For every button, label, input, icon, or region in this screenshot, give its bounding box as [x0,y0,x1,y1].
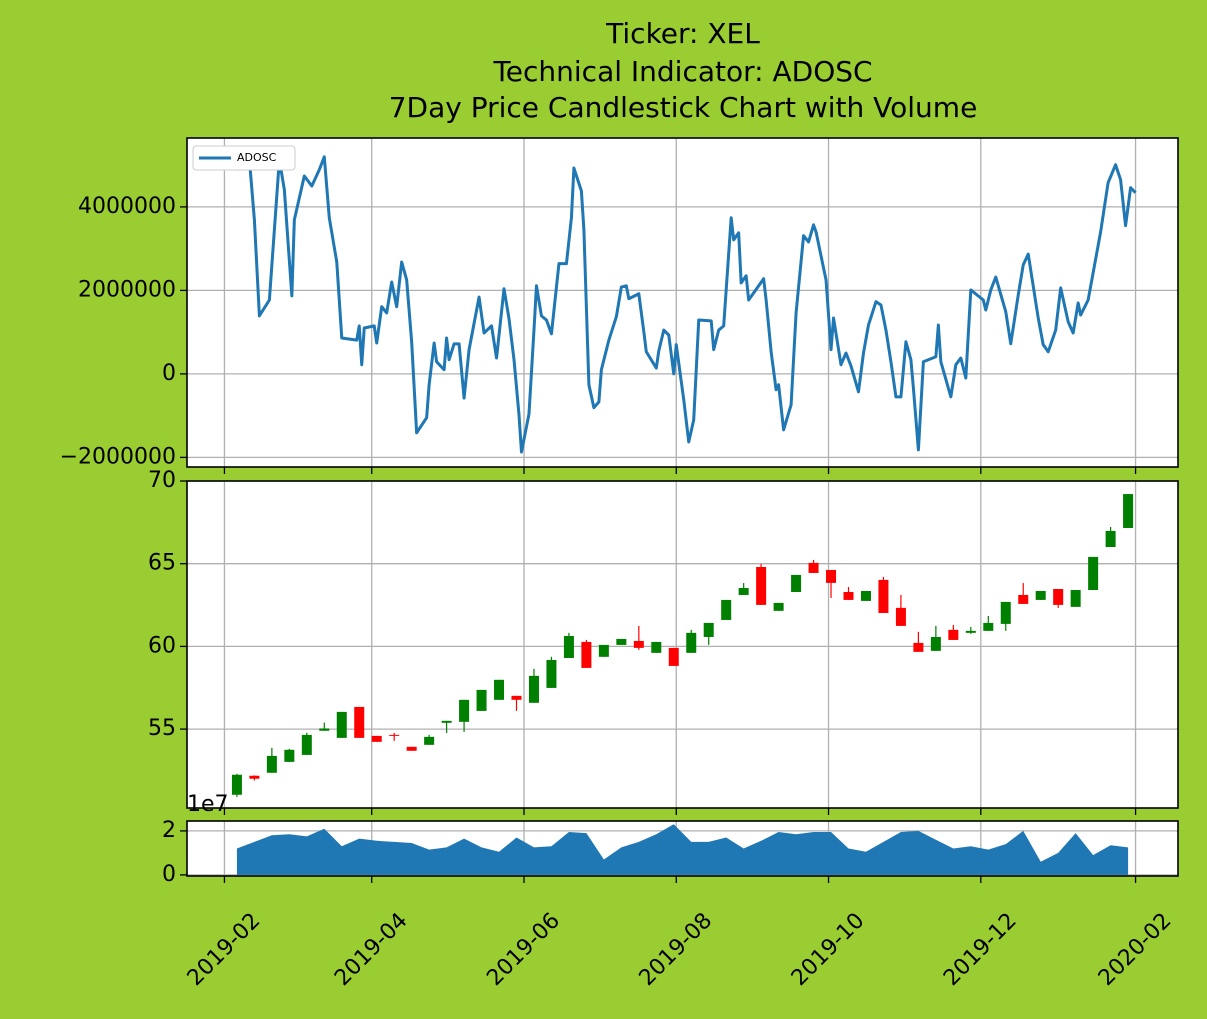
candle-body [598,644,609,657]
candle-body [441,720,452,723]
candle-body [703,622,714,637]
y-tick-label: 2 [162,818,176,843]
candle-body [721,599,732,620]
candle-body [738,588,749,595]
legend: ADOSC [192,145,296,171]
candle-body [1018,594,1029,604]
candle-body [913,642,924,652]
candle-body [983,622,994,631]
candle-body [633,640,644,648]
candle-body [459,699,470,722]
candle-body [965,630,976,633]
candle-body [389,734,400,736]
y-tick-label: 65 [148,551,176,576]
plot-frame [186,137,1179,468]
x-tick-label: 2020-02 [1094,908,1177,991]
candle-body [266,755,277,773]
candle-body [406,746,417,751]
candle-body [231,774,242,795]
candle-body [354,706,365,738]
candle-body [860,590,871,601]
candle-body [930,636,941,651]
y-tick-label: 0 [162,862,176,887]
x-tick-label: 2019-04 [330,908,413,991]
candle-body [1123,494,1134,528]
line-series [235,155,1137,454]
x-tick-label: 2019-10 [787,908,870,991]
candle-body [301,734,312,755]
volume-area [236,824,1129,875]
x-tick-label: 2019-12 [939,908,1022,991]
candle-body [511,695,522,700]
candle-body [249,775,260,779]
candle-body [895,607,906,626]
x-tick-label: 2019-08 [635,908,718,991]
candle-body [1088,556,1099,590]
chart-subtitle: 7Day Price Candlestick Chart with Volume [389,91,978,124]
candle-body [686,632,697,653]
candle-body [476,689,487,711]
candle-body [651,641,662,653]
candle-body [791,574,802,592]
candle-body [528,675,539,703]
candle-body [336,711,347,738]
plot-area [187,481,1178,808]
candle-body [1105,530,1116,547]
candle-body [424,736,435,745]
candle-body [808,562,819,573]
candle-body [948,629,959,640]
candle-body [668,647,679,666]
chart-subtitle: Technical Indicator: ADOSC [492,55,872,88]
plot-frame [186,480,1179,809]
candle-body [826,569,837,583]
candle-body [284,749,295,762]
candle-body [494,679,505,700]
candle-body [581,641,592,668]
candle-body [878,579,889,613]
candle-body [773,602,784,611]
candle-body [616,638,627,645]
x-tick-label: 2019-06 [482,908,565,991]
y-tick-label: 2000000 [78,277,176,302]
plot-frame [186,820,1179,877]
candle-body [1035,590,1046,600]
y-tick-label: 0 [162,361,176,386]
legend-box [192,145,296,171]
candle-body [1053,589,1064,605]
legend-label: ADOSC [237,151,277,164]
candle-body [756,567,767,605]
y-tick-label: 55 [148,716,176,741]
y-tick-label: −2000000 [60,444,176,469]
x-tick-label: 2019-02 [183,908,266,991]
candle-body [371,735,382,742]
chart-title: Ticker: XEL [605,17,760,50]
candle-body [1070,590,1081,607]
y-tick-label: 4000000 [78,194,176,219]
candle-body [843,591,854,600]
candle-body [1000,601,1011,624]
y-tick-label: 70 [148,468,176,493]
y-tick-label: 60 [148,633,176,658]
candle-body [563,635,574,658]
plot-area [187,138,1178,467]
candle-body [546,659,557,688]
axis-offset-label: 1e7 [187,792,229,817]
candle-body [319,728,330,731]
